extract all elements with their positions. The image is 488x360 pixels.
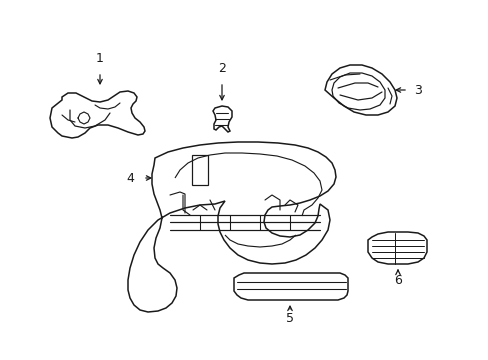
- Text: 6: 6: [393, 274, 401, 287]
- Text: 3: 3: [413, 84, 421, 96]
- Text: 5: 5: [285, 311, 293, 324]
- Text: 1: 1: [96, 51, 104, 64]
- Text: 4: 4: [126, 171, 134, 185]
- Text: 2: 2: [218, 62, 225, 75]
